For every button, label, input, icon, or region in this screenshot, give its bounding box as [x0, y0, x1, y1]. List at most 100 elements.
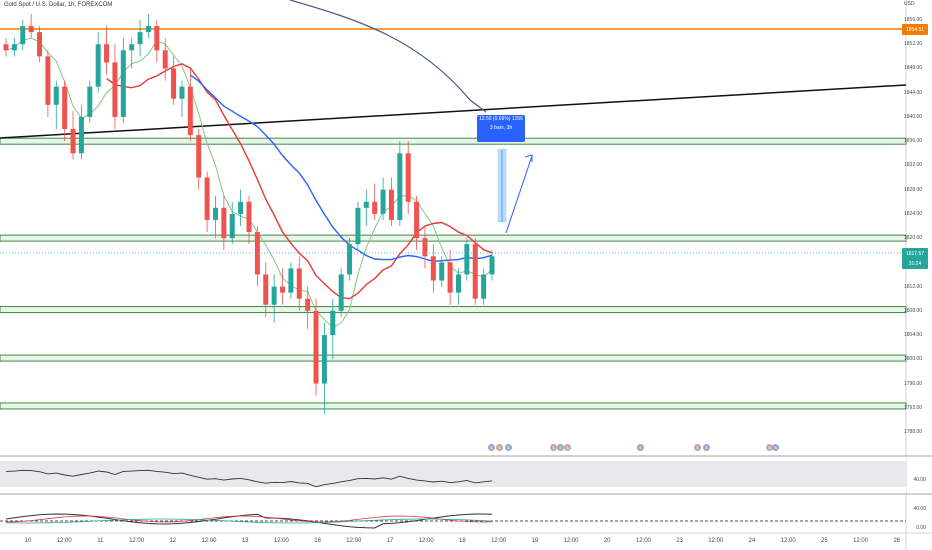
candle[interactable]: [296, 268, 302, 299]
candle[interactable]: [229, 213, 235, 239]
candle[interactable]: [11, 44, 17, 51]
flag-icon[interactable]: $: [488, 444, 495, 451]
flag-icon[interactable]: $: [766, 444, 773, 451]
time-axis-label: 16: [314, 538, 321, 544]
price-axis-label: 1820.00: [904, 235, 923, 242]
candle[interactable]: [397, 153, 403, 220]
candle[interactable]: [137, 32, 143, 45]
measure-line-1: 12.56 (0.69%) 1256: [479, 116, 523, 122]
candle[interactable]: [246, 201, 252, 233]
candle[interactable]: [3, 44, 9, 51]
indicator-1-line: [5, 469, 493, 488]
candle[interactable]: [372, 201, 378, 214]
candle[interactable]: [154, 26, 160, 51]
candle[interactable]: [422, 238, 428, 257]
time-axis-label: 12:00: [563, 538, 579, 544]
projection-arrow[interactable]: [505, 155, 533, 234]
candle[interactable]: [70, 129, 76, 154]
candle[interactable]: [455, 274, 461, 293]
flag-icon[interactable]: $: [703, 444, 710, 451]
candle[interactable]: [162, 50, 168, 69]
candle[interactable]: [489, 256, 495, 275]
price-axis-label: 1792.00: [904, 404, 923, 411]
candle[interactable]: [330, 310, 336, 336]
trendline[interactable]: [0, 84, 907, 139]
candle[interactable]: [95, 44, 101, 87]
candle[interactable]: [380, 189, 386, 214]
price-axis-label: 1808.00: [904, 307, 923, 314]
flag-icon[interactable]: $: [505, 444, 512, 451]
time-axis-label: 12:00: [56, 538, 72, 544]
price-axis-label: 1832.00: [904, 162, 923, 169]
time-axis-label: 12: [169, 538, 177, 544]
price-axis-label: 1800.00: [904, 356, 923, 363]
candle[interactable]: [120, 50, 126, 117]
candle[interactable]: [212, 207, 218, 220]
candle[interactable]: [447, 262, 453, 293]
flag-icon[interactable]: $: [557, 444, 564, 451]
candle[interactable]: [179, 86, 185, 99]
candle[interactable]: [405, 153, 411, 202]
candle[interactable]: [388, 189, 394, 220]
candle[interactable]: [204, 177, 210, 220]
candle[interactable]: [37, 32, 43, 57]
candle[interactable]: [104, 44, 110, 63]
candle[interactable]: [45, 56, 51, 105]
symbol-title[interactable]: Gold Spot / U.S. Dollar, 1h, FOREXCOM: [4, 2, 113, 8]
candle[interactable]: [313, 310, 319, 384]
support-zone[interactable]: [0, 402, 907, 410]
candle[interactable]: [254, 232, 260, 275]
candle[interactable]: [355, 207, 361, 245]
support-zone[interactable]: [0, 306, 907, 314]
indicator-1-value: 40.00: [913, 477, 926, 483]
support-zone[interactable]: [0, 354, 907, 362]
candle[interactable]: [171, 68, 177, 99]
flag-icon[interactable]: $: [550, 444, 557, 451]
candle[interactable]: [321, 335, 327, 384]
candle[interactable]: [62, 86, 68, 130]
support-zone[interactable]: [0, 137, 907, 145]
flag-icon[interactable]: $: [564, 444, 571, 451]
candle[interactable]: [288, 268, 294, 293]
candle[interactable]: [187, 86, 193, 136]
time-axis-label: 13: [241, 538, 249, 544]
candle[interactable]: [338, 274, 344, 311]
candle[interactable]: [145, 26, 151, 33]
candle[interactable]: [481, 274, 487, 299]
candle[interactable]: [238, 201, 244, 214]
price-axis-label: 1812.00: [904, 283, 923, 290]
candle[interactable]: [112, 62, 118, 117]
flag-icon[interactable]: $: [496, 444, 503, 451]
time-axis-label: 12:00: [346, 538, 362, 544]
candle[interactable]: [221, 207, 227, 239]
candle[interactable]: [87, 86, 93, 117]
flag-icon[interactable]: $: [694, 444, 701, 451]
candle[interactable]: [430, 256, 436, 281]
candle[interactable]: [472, 244, 478, 299]
candle[interactable]: [78, 116, 84, 154]
support-zone[interactable]: [0, 234, 907, 242]
candle[interactable]: [129, 44, 135, 51]
candle[interactable]: [28, 26, 34, 33]
candle[interactable]: [271, 286, 277, 305]
candle[interactable]: [305, 298, 311, 311]
time-axis-label: 12:00: [853, 538, 869, 544]
flag-icon[interactable]: $: [772, 444, 779, 451]
candle[interactable]: [20, 26, 26, 45]
time-axis-label: 12:00: [273, 538, 289, 544]
candle[interactable]: [439, 262, 445, 281]
price-axis-label: 1840.00: [904, 113, 923, 120]
candle[interactable]: [464, 244, 470, 275]
candle[interactable]: [196, 135, 202, 178]
indicator-2-value-b: 0.00: [916, 525, 926, 531]
candle[interactable]: [414, 201, 420, 239]
price-axis-label: 1844.00: [904, 89, 923, 96]
flag-icon[interactable]: $: [637, 444, 644, 451]
candle[interactable]: [280, 286, 286, 293]
candle[interactable]: [347, 244, 353, 275]
price-axis-label: 1856.00: [904, 17, 923, 23]
candle[interactable]: [363, 201, 369, 208]
candle[interactable]: [263, 274, 269, 305]
candle[interactable]: [53, 86, 59, 105]
